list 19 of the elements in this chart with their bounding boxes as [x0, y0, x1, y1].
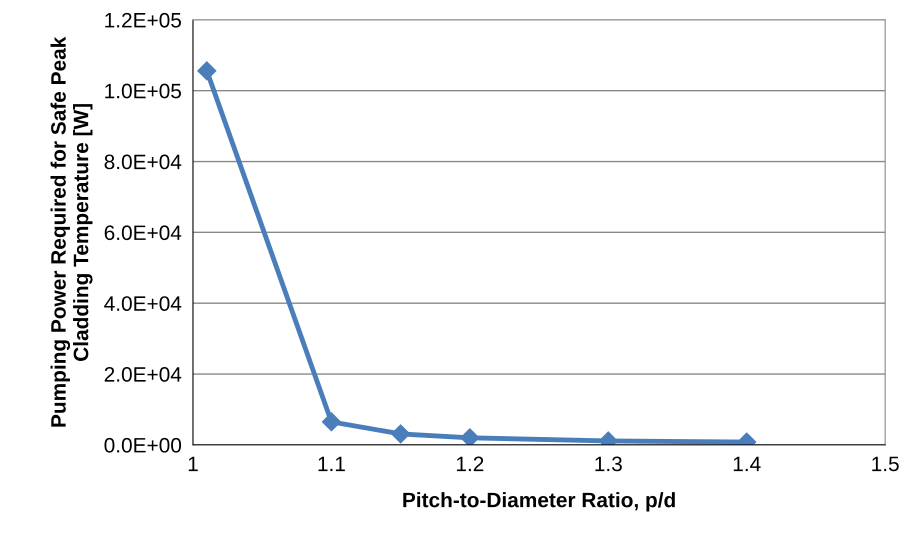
x-tick-label: 1.1: [318, 456, 345, 472]
y-tick-label: 0.0E+00: [104, 438, 182, 453]
x-tick-label: 1: [188, 456, 198, 472]
x-axis-title: Pitch-to-Diameter Ratio, p/d: [403, 492, 675, 512]
x-tick-label: 1.5: [872, 456, 899, 472]
point: [460, 428, 480, 445]
x-tick-label: 1.2: [456, 456, 484, 472]
y-axis-title: Pumping Power Required for Safe Peak Cladding Temperature [W]: [50, 36, 93, 427]
point: [197, 61, 216, 80]
y-tick-label: 8.0E+04: [104, 154, 182, 170]
x-tick-label: 1.3: [595, 456, 622, 472]
y-tick-label: 1.0E+05: [105, 84, 181, 98]
y-tick-label: 1.2E+05: [105, 12, 181, 28]
y-tick-label: 2.0E+04: [104, 367, 182, 382]
y-tick-label: 4.0E+04: [104, 296, 182, 311]
point: [391, 424, 410, 444]
y-tick-label: 6.0E+04: [104, 225, 182, 240]
x-tick-label: 1.4: [734, 456, 761, 472]
point: [322, 412, 341, 432]
